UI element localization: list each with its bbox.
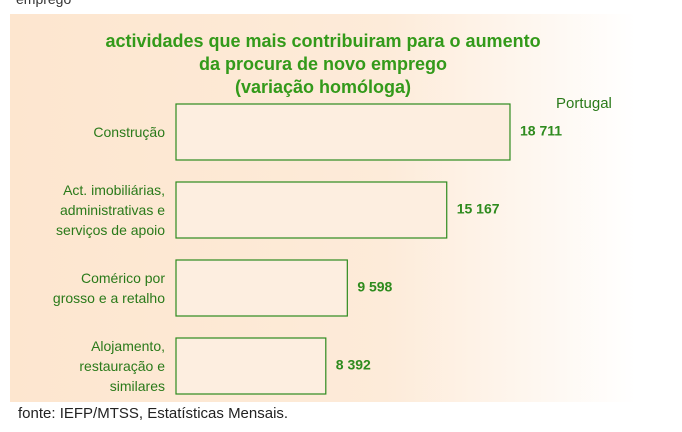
- bar: [175, 103, 511, 161]
- value-label: 9 598: [357, 279, 392, 295]
- category-label: Comérico por grosso e a retalho: [52, 270, 165, 306]
- category-label: Alojamento, restauração e similares: [79, 338, 165, 394]
- category-label: Act. imobiliárias, administrativas e ser…: [56, 182, 165, 238]
- bar: [175, 181, 448, 239]
- value-label: 18 711: [520, 123, 562, 139]
- legend: Portugal: [556, 95, 612, 112]
- value-label: 8 392: [336, 357, 371, 373]
- bar: [175, 259, 348, 317]
- value-label: 15 167: [457, 201, 500, 217]
- bar: [175, 337, 327, 395]
- category-label: Construção: [93, 124, 165, 140]
- top-fragment: emprego: [16, 0, 71, 7]
- source: fonte: IEFP/MTSS, Estatísticas Mensais.: [18, 405, 289, 422]
- chart-title: actividades que mais contribuiram para o…: [105, 31, 541, 97]
